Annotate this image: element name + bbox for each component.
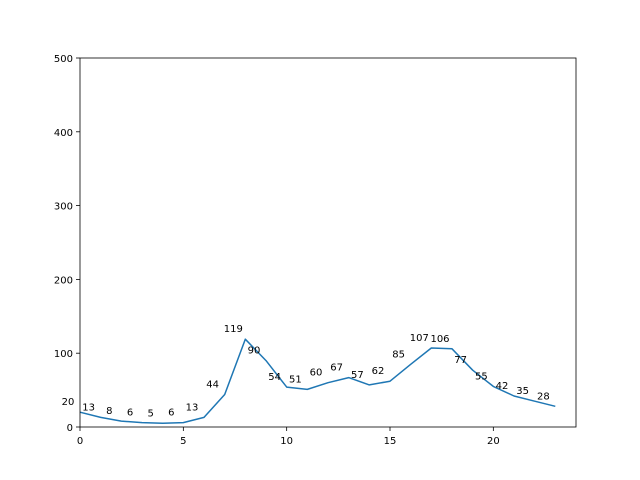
data-labels: 20 13 8 6 5 6 13 44 119 90 54 51 60 67 57 62 85 107 106 77 5…	[62, 324, 550, 419]
data-label: 20	[62, 397, 75, 408]
data-label: 60	[310, 368, 323, 379]
data-label: 35	[516, 386, 529, 397]
data-label: 90	[248, 346, 261, 357]
data-label: 42	[496, 381, 509, 392]
x-tick-label: 15	[384, 436, 397, 447]
x-tick-label: 20	[487, 436, 500, 447]
data-label: 67	[330, 363, 343, 374]
data-label: 85	[392, 349, 405, 360]
data-label: 5	[147, 408, 153, 419]
x-tick-label: 5	[180, 436, 186, 447]
series-line	[79, 338, 556, 425]
x-tick-label: 0	[77, 436, 83, 447]
data-label: 54	[268, 372, 281, 383]
data-label: 62	[372, 366, 385, 377]
data-label: 6	[168, 408, 174, 419]
data-label: 106	[430, 334, 449, 345]
data-label: 8	[106, 406, 112, 417]
x-tick-label: 10	[280, 436, 293, 447]
data-label: 55	[475, 371, 488, 382]
data-label: 119	[224, 324, 243, 335]
y-tick-label: 500	[54, 54, 73, 65]
data-label: 28	[537, 391, 550, 402]
plot-frame	[79, 57, 577, 428]
y-tick-label: 0	[67, 423, 73, 434]
y-tick-label: 300	[54, 202, 73, 213]
data-label: 77	[454, 355, 467, 366]
data-label: 13	[186, 402, 199, 413]
series-layer	[79, 338, 556, 425]
y-tick-label: 400	[54, 128, 73, 139]
y-tick-label: 200	[54, 275, 73, 286]
data-label: 13	[82, 402, 95, 413]
data-label: 51	[289, 374, 302, 385]
data-label: 107	[410, 333, 429, 344]
data-label: 44	[206, 380, 219, 391]
data-label: 6	[127, 408, 133, 419]
y-tick-label: 100	[54, 349, 73, 360]
data-label: 57	[351, 370, 364, 381]
